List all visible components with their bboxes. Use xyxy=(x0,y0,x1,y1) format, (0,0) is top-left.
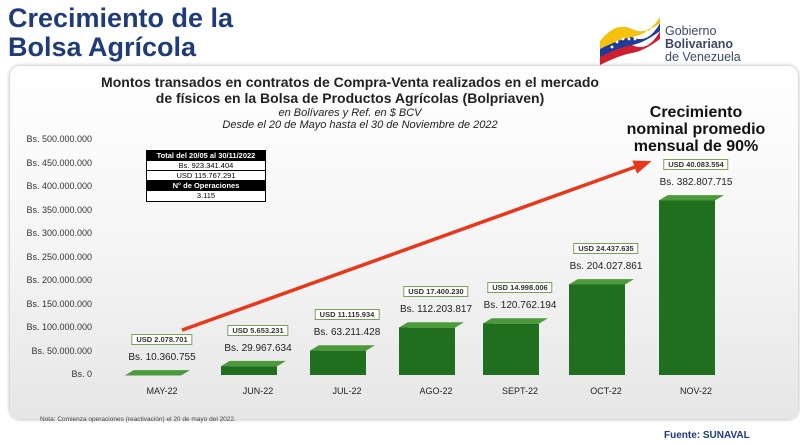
y-tick-label: Bs. 250.000.000 xyxy=(26,251,92,262)
chart-subtitle-period: Desde el 20 de Mayo hasta el 30 de Novie… xyxy=(222,119,498,131)
x-category-label: AGO-22 xyxy=(419,386,453,396)
growth-line1: Crecimiento xyxy=(649,104,743,121)
y-tick-label: Bs. 200.000.000 xyxy=(26,275,92,285)
logo-line3: de Venezuela xyxy=(665,50,741,64)
bar xyxy=(569,279,634,375)
bar xyxy=(125,370,190,376)
chart-title: Montos transados en contratos de Compra-… xyxy=(101,74,599,106)
venezuela-flag-icon xyxy=(600,17,660,65)
growth-line3: mensual de 90% xyxy=(633,138,759,155)
logo-line2: Bolivariano xyxy=(665,37,734,51)
growth-annotation: Crecimiento nominal promedio mensual de … xyxy=(608,104,784,155)
bar xyxy=(659,195,724,375)
y-tick-label: Bs. 400.000.000 xyxy=(26,181,92,191)
bar-usd-label: USD 2.078.701 xyxy=(131,334,193,346)
source-label: Fuente: SUNAVAL xyxy=(664,430,750,441)
x-category-label: MAY-22 xyxy=(146,386,178,396)
bar xyxy=(310,345,375,375)
x-category-label: NOV-22 xyxy=(679,386,712,396)
bar xyxy=(221,360,286,375)
bar-value-label: Bs. 204.027.861 xyxy=(569,261,643,273)
slide-title: Crecimiento de la Bolsa Agrícola xyxy=(8,4,233,62)
trend-arrow-head xyxy=(632,160,652,174)
chart-subtitle-currency: en Bolívares y Ref. en $ BCV xyxy=(278,107,422,119)
bar xyxy=(483,318,548,375)
bar-value-label: Bs. 29.967.634 xyxy=(224,342,292,354)
bar-usd-label: USD 24.437.635 xyxy=(573,243,639,255)
trend-arrow-line xyxy=(181,161,647,332)
y-tick-label: Bs. 100.000.000 xyxy=(26,322,92,332)
y-tick-label: Bs. 150.000.000 xyxy=(26,298,92,309)
summary-header: Total del 20/05 al 30/11/2022 xyxy=(147,151,265,161)
bar xyxy=(399,322,464,375)
growth-line2: nominal promedio xyxy=(626,121,766,138)
bar-value-label: Bs. 120.762.194 xyxy=(483,300,557,312)
slide-title-line2: Bolsa Agrícola xyxy=(8,32,197,62)
bar-value-label: Bs. 10.360.755 xyxy=(128,352,196,364)
summary-bs-total: Bs. 923.341.404 xyxy=(147,161,265,171)
y-tick-label: Bs. 0 xyxy=(71,369,92,379)
bar-value-label: Bs. 112.203.817 xyxy=(399,304,473,316)
bar-value-label: Bs. 63.211.428 xyxy=(313,327,381,339)
y-tick-label: Bs. 350.000.000 xyxy=(26,204,92,215)
bar-usd-label: USD 14.998.006 xyxy=(487,282,553,294)
summary-ops-value: 3.115 xyxy=(196,191,216,200)
bar-usd-label: USD 5.653.231 xyxy=(227,324,289,336)
bar-value-label: Bs. 382.807.715 xyxy=(659,177,733,189)
government-logo: Gobierno Bolivariano de Venezuela xyxy=(598,17,798,65)
logo-line1: Gobierno xyxy=(665,24,717,38)
slide-title-line1: Crecimiento de la xyxy=(8,3,234,33)
bar-usd-label: USD 11.115.934 xyxy=(314,309,380,321)
y-tick-label: Bs. 450.000.000 xyxy=(26,157,92,168)
y-tick-label: Bs. 500.000.000 xyxy=(26,134,92,144)
footnote: Nota: Comienza operaciones (reactivación… xyxy=(40,416,236,423)
bar-usd-label: USD 40.083.554 xyxy=(663,159,729,171)
logo-text: Gobierno Bolivariano de Venezuela xyxy=(665,25,741,64)
x-category-label: SEPT-22 xyxy=(501,386,539,396)
y-tick-label: Bs. 50.000.000 xyxy=(31,345,92,356)
summary-usd-total: USD 115.767.291 xyxy=(147,171,265,181)
bar-usd-label: USD 17.400.230 xyxy=(403,286,469,298)
summary-ops-label: N° de Operaciones xyxy=(147,181,265,191)
y-tick-label: Bs. 300.000.000 xyxy=(26,228,92,238)
summary-box: Total del 20/05 al 30/11/2022 Bs. 923.34… xyxy=(146,150,266,202)
x-category-label: OCT-22 xyxy=(590,386,622,396)
x-category-label: JUL-22 xyxy=(332,386,362,396)
x-category-label: JUN-22 xyxy=(242,386,274,396)
